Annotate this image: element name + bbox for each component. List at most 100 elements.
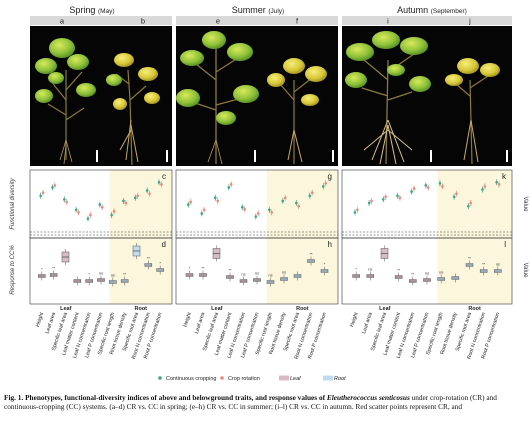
- significance-label: **: [123, 272, 127, 277]
- data-point: [216, 199, 219, 203]
- panel-label-i: i: [387, 17, 389, 26]
- plant-image-i: [345, 31, 432, 165]
- leaf-bg-0: [30, 170, 110, 304]
- legend-label: Crop rotation: [228, 376, 260, 382]
- significance-label: **: [309, 252, 313, 257]
- significance-label: **: [147, 256, 151, 261]
- significance-label: **: [52, 266, 56, 271]
- photo-label-strip: a b e f i j: [30, 16, 512, 26]
- data-point: [483, 185, 487, 188]
- root-bg-2: [437, 170, 512, 304]
- data-point: [469, 201, 473, 205]
- plant-image-j: [445, 58, 508, 165]
- data-point: [438, 181, 442, 185]
- significance-label: ns: [368, 267, 372, 272]
- significance-label: *: [355, 267, 357, 272]
- season-title-spring: Spring (May): [69, 5, 114, 15]
- data-point: [157, 180, 161, 184]
- significance-label: *: [41, 267, 43, 272]
- group-label-leaf: Leaf: [211, 306, 222, 312]
- data-point: [202, 208, 206, 212]
- plant-image-e: [176, 31, 259, 165]
- data-point: [281, 199, 285, 203]
- significance-label: *: [324, 262, 326, 267]
- box-panel-frame-2: [341, 237, 513, 305]
- data-point: [481, 188, 484, 191]
- data-point: [495, 180, 498, 184]
- data-point: [86, 217, 90, 220]
- data-point: [441, 185, 444, 188]
- trait-tick-label: Leaf area: [361, 312, 374, 335]
- data-point: [187, 203, 190, 206]
- legend-swatch: [279, 375, 289, 381]
- y-axis-value-top: Value: [522, 197, 528, 213]
- data-point: [65, 200, 68, 204]
- data-point: [136, 194, 139, 198]
- data-point: [145, 189, 149, 192]
- data-point: [396, 194, 399, 198]
- data-point: [148, 192, 151, 195]
- data-point: [110, 213, 113, 217]
- legend-label: Root: [334, 376, 346, 382]
- data-point: [100, 205, 104, 209]
- panel-label-j: j: [468, 17, 471, 26]
- plant-image-f: [267, 58, 334, 164]
- significance-label: *: [189, 266, 191, 271]
- box-panel-frame-0: [29, 237, 173, 305]
- data-point: [384, 195, 388, 199]
- data-point: [310, 191, 314, 194]
- data-point: [160, 183, 163, 186]
- plant-image-a: [35, 38, 98, 165]
- panel-label-a: a: [60, 17, 65, 26]
- significance-label: **: [468, 256, 472, 261]
- significance-label: ns: [99, 271, 103, 276]
- trait-tick-label: Height: [35, 311, 46, 328]
- data-point: [74, 208, 78, 212]
- significance-label: **: [397, 268, 401, 273]
- significance-label: ns: [255, 271, 259, 276]
- data-point: [189, 200, 192, 204]
- trait-tick-label: Leaf area: [45, 312, 58, 335]
- data-point: [412, 187, 416, 190]
- data-point: [256, 212, 260, 215]
- leaf-bg-1: [176, 170, 267, 304]
- significance-label: ns: [496, 262, 500, 267]
- photo-panel-j: [436, 26, 512, 166]
- legend-swatch: [323, 375, 333, 381]
- panel-label-b: b: [141, 17, 145, 26]
- caption-text-1: Phenotypes, functional-diversity indices…: [25, 393, 327, 402]
- legend: Continuous cropping Crop rotation Leaf Root: [158, 375, 346, 382]
- data-point: [243, 207, 246, 211]
- group-label-leaf: Leaf: [379, 306, 390, 312]
- significance-label: *: [88, 272, 90, 277]
- data-point: [134, 196, 137, 200]
- data-point: [270, 211, 274, 214]
- data-point: [497, 183, 501, 186]
- group-label-root: Root: [468, 306, 481, 312]
- panel-label-f: f: [296, 17, 299, 26]
- y-axis-value-bottom: Value: [522, 263, 528, 279]
- panel-label-c: c: [162, 172, 166, 181]
- panel-label-g: g: [328, 172, 332, 181]
- significance-label: ns: [439, 270, 443, 275]
- data-point: [51, 186, 54, 189]
- data-point: [452, 195, 456, 199]
- data-point: [356, 208, 359, 212]
- data-point: [254, 215, 258, 218]
- y-axis-response: Response to CC%: [10, 245, 16, 295]
- panel-label-l: l: [504, 240, 506, 249]
- data-point: [353, 211, 357, 214]
- panel-label-h: h: [328, 240, 332, 249]
- season-headers: Spring (May) Summer (July) Autumn (Septe…: [69, 5, 466, 15]
- significance-label: **: [228, 268, 232, 273]
- caption-label: Fig. 1.: [4, 393, 24, 402]
- significance-label: **: [482, 262, 486, 267]
- data-point: [227, 186, 231, 189]
- data-point: [89, 213, 92, 217]
- caption-text-2: under crop-rotation (CR) and continuous-…: [4, 393, 497, 412]
- legend-swatch: [220, 376, 224, 380]
- caption-species: Eleutherococcus senticosus: [326, 393, 410, 402]
- data-point: [241, 205, 244, 209]
- trait-tick-label: Height: [183, 311, 194, 328]
